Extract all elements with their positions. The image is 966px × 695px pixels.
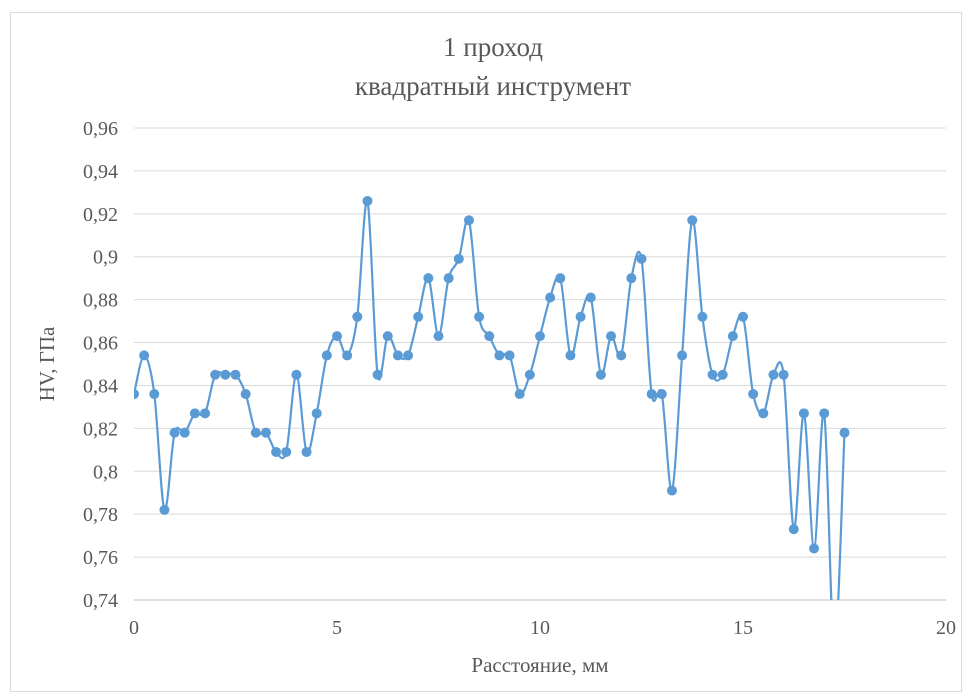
y-axis-ticks: 0,74 0,76 0,78 0,8 0,82 0,84 0,86 0,88 0,9 0,92 0,… <box>83 118 118 612</box>
data-point <box>738 311 748 322</box>
series-hardness <box>134 195 850 656</box>
data-point <box>646 389 657 400</box>
data-point <box>707 369 718 380</box>
data-point <box>189 408 200 419</box>
data-point <box>149 389 160 400</box>
data-point <box>545 292 556 303</box>
data-point <box>595 369 606 380</box>
data-point <box>626 273 637 284</box>
data-point <box>342 350 353 361</box>
data-point <box>697 311 708 322</box>
data-point <box>656 389 667 400</box>
data-point <box>433 331 444 342</box>
data-point <box>240 389 251 400</box>
data-point <box>748 389 759 400</box>
data-point <box>677 350 688 361</box>
y-tick-label: 0,78 <box>83 504 118 526</box>
data-point <box>809 543 820 554</box>
x-axis-title: Расстояние, мм <box>471 653 608 677</box>
data-point <box>413 311 424 322</box>
data-point <box>565 350 576 361</box>
data-point <box>260 427 271 438</box>
data-point <box>291 369 302 380</box>
data-point <box>829 646 839 656</box>
series-line <box>134 199 846 600</box>
data-point <box>382 331 393 342</box>
data-point <box>504 350 515 361</box>
data-point <box>717 369 728 380</box>
data-point <box>134 389 139 400</box>
y-tick-label: 0,8 <box>93 461 118 483</box>
data-point <box>392 350 403 361</box>
data-point <box>778 369 789 380</box>
data-point <box>666 485 677 496</box>
data-point <box>555 273 566 284</box>
data-point <box>301 446 312 457</box>
y-tick-label: 0,84 <box>83 375 118 397</box>
data-point <box>230 369 241 380</box>
data-point <box>271 446 282 457</box>
data-point <box>636 253 647 264</box>
y-tick-label: 0,96 <box>83 118 118 140</box>
data-point <box>606 331 617 342</box>
data-point <box>484 331 495 342</box>
chart-frame <box>10 12 962 692</box>
chart-title-line-1: 1 проход <box>443 32 543 62</box>
data-point <box>210 369 221 380</box>
y-axis-title: HV, ГПа <box>35 326 59 401</box>
data-point <box>524 369 535 380</box>
data-point <box>321 350 332 361</box>
data-point <box>768 369 779 380</box>
data-point <box>159 504 170 515</box>
x-tick-label: 5 <box>332 617 342 639</box>
data-point <box>200 408 211 419</box>
data-point <box>494 350 505 361</box>
data-point <box>839 427 850 438</box>
x-tick-label: 10 <box>530 617 550 639</box>
data-point <box>535 331 545 342</box>
x-tick-label: 0 <box>129 617 139 639</box>
data-point <box>514 389 525 400</box>
data-point <box>758 408 769 419</box>
y-tick-label: 0,88 <box>83 290 118 312</box>
data-point <box>463 215 474 226</box>
x-tick-label: 15 <box>733 617 753 639</box>
y-tick-label: 0,94 <box>83 161 118 183</box>
data-point <box>443 273 454 284</box>
y-tick-label: 0,76 <box>83 547 118 569</box>
y-tick-label: 0,82 <box>83 418 118 440</box>
data-point <box>403 350 414 361</box>
data-point <box>616 350 627 361</box>
data-point <box>352 311 363 322</box>
data-point <box>585 292 596 303</box>
data-point <box>575 311 586 322</box>
y-tick-label: 0,86 <box>83 333 118 355</box>
data-point <box>819 408 830 419</box>
data-point <box>474 311 485 322</box>
data-point <box>453 253 464 264</box>
x-tick-label: 20 <box>936 617 956 639</box>
data-point <box>250 427 261 438</box>
gridlines <box>134 127 946 601</box>
data-point <box>727 331 738 342</box>
data-point <box>798 408 809 419</box>
y-tick-label: 0,9 <box>93 247 118 269</box>
data-point <box>281 446 292 457</box>
data-point <box>362 195 373 206</box>
x-axis-ticks: 0 5 10 15 20 <box>129 617 956 639</box>
data-point <box>788 524 799 535</box>
chart-title-line-2: квадратный инструмент <box>355 71 631 101</box>
y-tick-label: 0,92 <box>83 204 118 226</box>
y-tick-label: 0,74 <box>83 590 118 612</box>
data-point <box>179 427 190 438</box>
data-point <box>687 215 698 226</box>
data-point <box>220 369 231 380</box>
data-point <box>169 427 180 438</box>
data-point <box>423 273 434 284</box>
data-point <box>311 408 322 419</box>
data-point <box>139 350 150 361</box>
data-point <box>332 331 342 342</box>
data-point <box>372 369 383 380</box>
